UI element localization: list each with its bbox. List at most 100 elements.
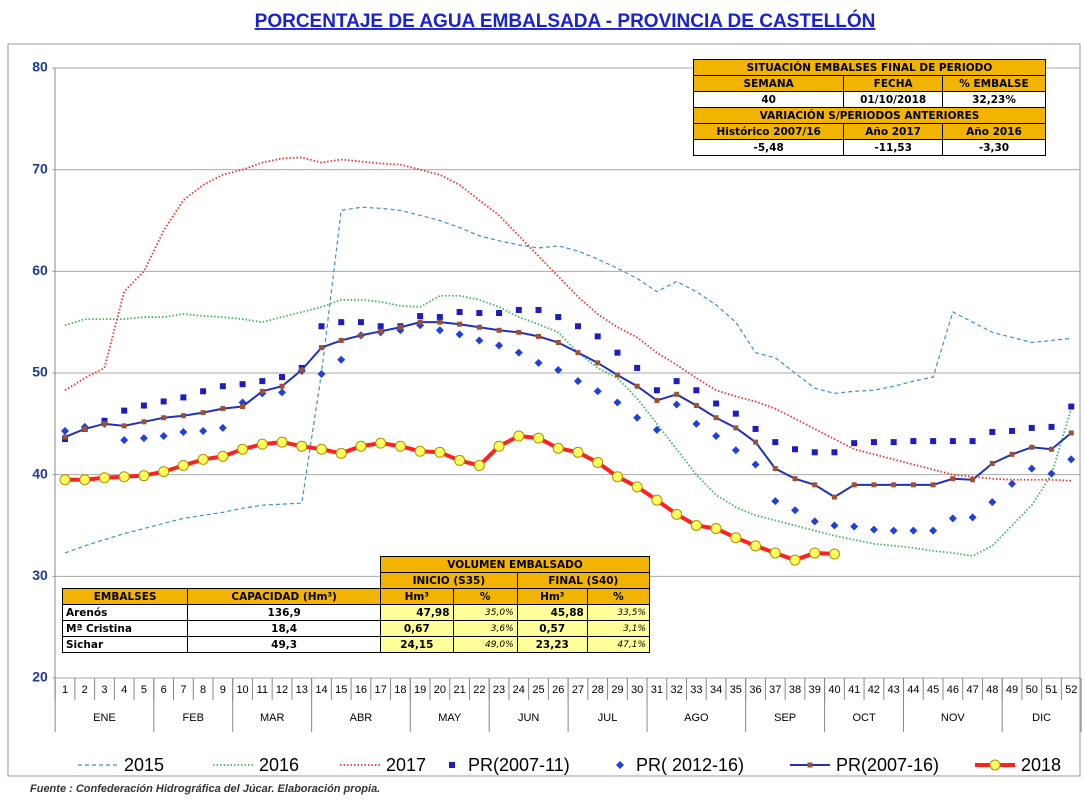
marker <box>120 436 129 445</box>
marker <box>611 471 623 483</box>
marker <box>654 397 660 403</box>
marker <box>850 522 859 531</box>
legend-label: PR(2007-11) <box>468 755 570 775</box>
marker <box>811 449 818 456</box>
month-label: JUN <box>518 712 539 724</box>
y-tick-label: 40 <box>32 465 48 481</box>
marker <box>179 427 188 436</box>
x-tick-label: 14 <box>315 684 327 696</box>
cell: 49,3 <box>187 636 382 653</box>
marker <box>692 419 701 428</box>
marker <box>871 482 877 488</box>
month-label: DIC <box>1032 712 1051 724</box>
marker <box>616 761 624 769</box>
cell: 49,0% <box>452 636 518 653</box>
marker <box>138 470 150 482</box>
marker <box>574 323 581 330</box>
x-tick-label: 4 <box>121 684 127 696</box>
header: Año 2016 <box>941 123 1047 140</box>
x-tick-label: 6 <box>161 684 167 696</box>
marker <box>513 430 525 442</box>
marker <box>177 460 189 472</box>
marker <box>237 443 249 455</box>
marker <box>256 438 268 450</box>
x-tick-label: 18 <box>394 684 406 696</box>
status-table: SITUACIÓN EMBALSES FINAL DE PERIODO SEMA… <box>692 59 1047 156</box>
x-tick-label: 1 <box>62 684 68 696</box>
marker <box>299 367 305 373</box>
x-tick-label: 3 <box>101 684 107 696</box>
marker <box>910 438 917 445</box>
marker <box>653 387 660 394</box>
marker <box>614 372 620 378</box>
marker <box>613 398 622 407</box>
x-tick-label: 7 <box>180 684 186 696</box>
marker <box>437 319 443 325</box>
cell: -5,48 <box>692 139 845 156</box>
marker <box>1068 430 1074 436</box>
x-tick-label: 37 <box>769 684 781 696</box>
marker <box>278 388 287 397</box>
marker <box>141 419 147 425</box>
marker <box>652 425 661 434</box>
marker <box>318 323 325 330</box>
marker <box>792 446 799 453</box>
marker <box>713 415 719 421</box>
marker <box>753 439 759 445</box>
x-tick-label: 41 <box>848 684 860 696</box>
marker <box>476 310 483 317</box>
x-tick-label: 49 <box>1006 684 1018 696</box>
marker <box>279 383 285 389</box>
marker <box>434 446 446 458</box>
marker <box>436 314 443 321</box>
marker <box>830 521 839 530</box>
marker <box>199 426 208 435</box>
marker <box>554 365 563 374</box>
marker <box>930 438 937 445</box>
marker <box>1047 469 1056 478</box>
marker <box>575 350 581 356</box>
marker <box>731 446 740 455</box>
marker <box>377 323 384 330</box>
marker <box>220 406 226 412</box>
marker <box>435 326 444 335</box>
marker <box>79 474 91 486</box>
marker <box>713 400 720 407</box>
x-tick-label: 51 <box>1045 684 1057 696</box>
marker <box>121 423 127 429</box>
x-tick-label: 42 <box>868 684 880 696</box>
marker <box>357 319 364 326</box>
cell: -3,30 <box>941 139 1047 156</box>
marker <box>417 313 424 320</box>
marker <box>772 439 779 446</box>
marker <box>378 328 384 334</box>
marker <box>98 472 110 484</box>
marker <box>1027 464 1036 473</box>
marker <box>158 466 170 478</box>
marker <box>970 477 976 483</box>
marker <box>769 547 781 559</box>
month-label: SEP <box>774 712 796 724</box>
series-line <box>64 321 1072 499</box>
month-label: ENE <box>93 712 116 724</box>
spacer <box>63 557 381 573</box>
marker <box>693 387 700 394</box>
marker <box>693 403 699 409</box>
marker <box>988 498 997 507</box>
marker <box>851 440 858 447</box>
x-tick-label: 11 <box>257 684 268 696</box>
marker <box>674 391 680 397</box>
marker <box>118 471 130 483</box>
marker <box>276 436 288 448</box>
month-label: JUL <box>598 712 618 724</box>
x-tick-label: 29 <box>611 684 623 696</box>
x-tick-label: 52 <box>1065 684 1077 696</box>
marker <box>968 513 977 522</box>
marker <box>473 460 485 472</box>
header: % EMBALSE <box>941 75 1047 92</box>
marker <box>338 319 345 326</box>
marker <box>552 442 564 454</box>
marker <box>317 370 326 379</box>
cell: 40 <box>692 91 845 108</box>
